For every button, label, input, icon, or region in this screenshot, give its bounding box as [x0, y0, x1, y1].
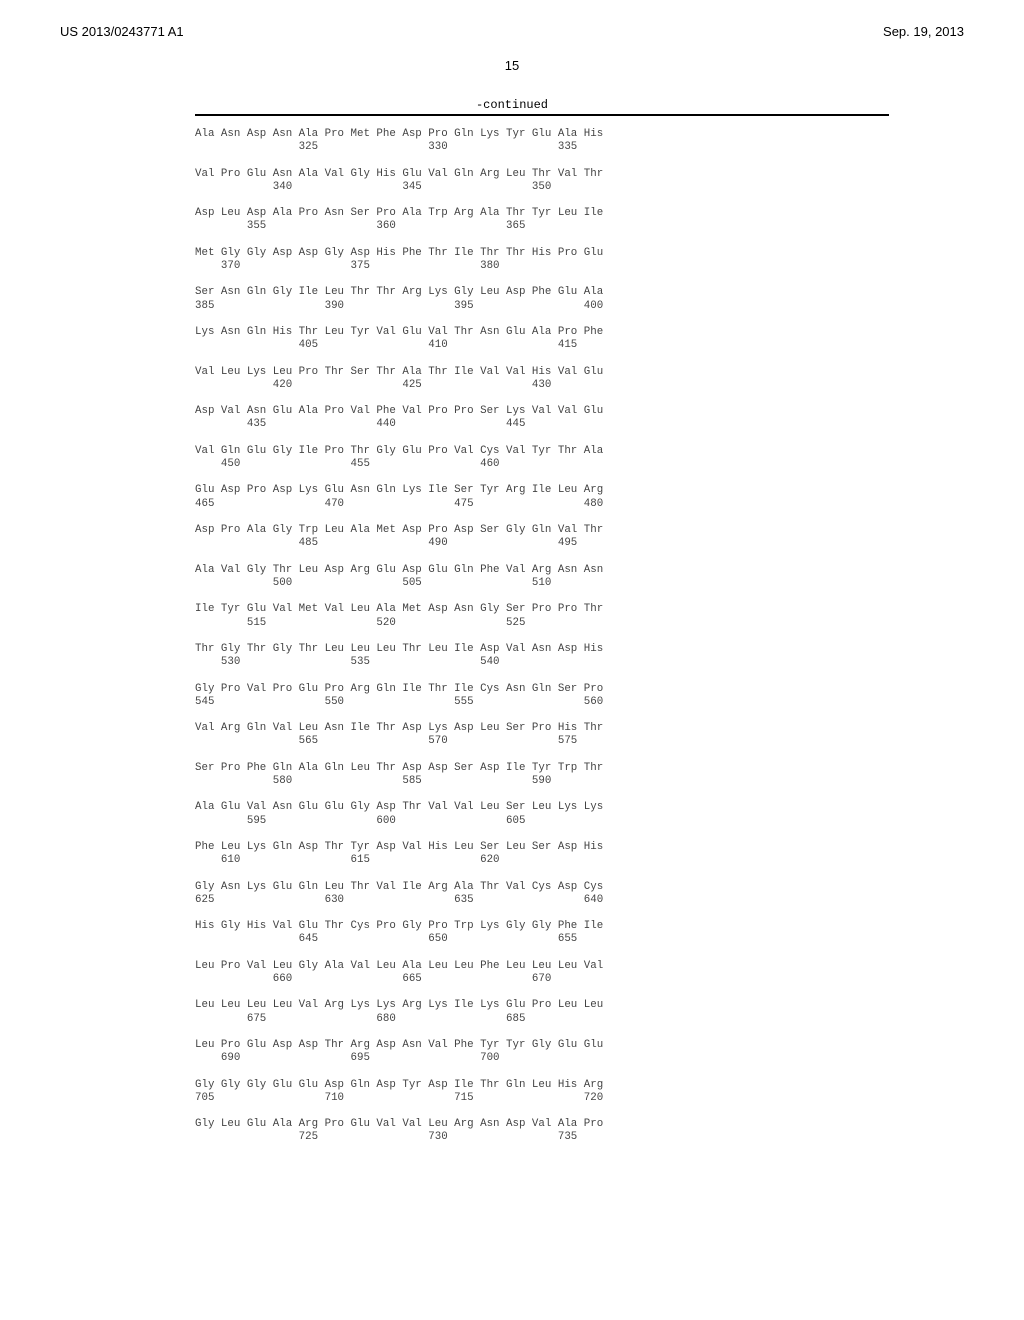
publication-number: US 2013/0243771 A1 — [60, 24, 184, 39]
sequence-listing: Ala Asn Asp Asn Ala Pro Met Phe Asp Pro … — [195, 128, 603, 1145]
page-number: 15 — [0, 58, 1024, 73]
publication-date: Sep. 19, 2013 — [883, 24, 964, 39]
top-rule — [195, 114, 889, 116]
continued-label: -continued — [0, 98, 1024, 112]
